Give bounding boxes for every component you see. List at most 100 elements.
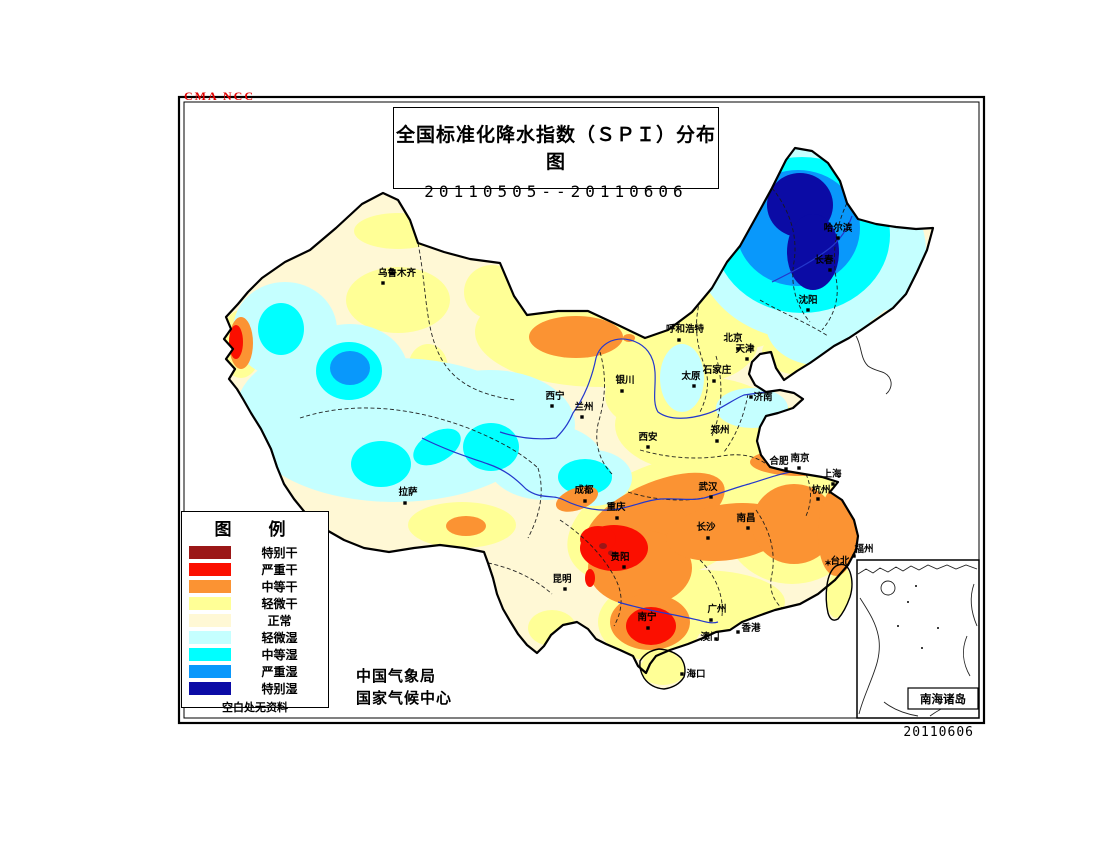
- legend-swatch-extreme_wet: [189, 682, 231, 695]
- legend-item: 中等湿: [182, 646, 328, 663]
- city-dot: [563, 587, 567, 591]
- inset-island-dots: [897, 585, 939, 649]
- legend-item: 特别干: [182, 544, 328, 561]
- city-label-福州: 福州: [853, 543, 873, 555]
- agency-code: CMA NCC: [184, 89, 255, 103]
- extreme-wet-areas: [767, 173, 839, 290]
- city-label-海口: 海口: [686, 668, 705, 680]
- legend-swatch-mild_dry: [189, 597, 231, 610]
- legend-label: 中等干: [261, 580, 298, 594]
- city-dot: [715, 439, 719, 443]
- issue-date: 20110606: [903, 725, 974, 740]
- city-dot: [745, 357, 749, 361]
- city-dot: [852, 554, 856, 558]
- org-line1: 中国气象局: [356, 668, 437, 685]
- legend-item: 正常: [182, 612, 328, 629]
- city-label-南昌: 南昌: [736, 512, 755, 524]
- city-label-广州: 广州: [707, 603, 726, 615]
- city-dot: [706, 536, 710, 540]
- legend: 图 例 特别干 严重干 中等干 轻微干 正常 轻微湿 中等湿 严重湿 特别湿 空白处无资料: [181, 511, 329, 714]
- city-label-澳门: 澳门: [700, 631, 719, 643]
- city-label-上海: 上海: [822, 468, 842, 480]
- city-label-兰州: 兰州: [574, 401, 593, 413]
- city-dot: [836, 236, 840, 240]
- city-label-武汉: 武汉: [698, 481, 718, 493]
- city-dot: [381, 281, 385, 285]
- city-label-乌鲁木齐: 乌鲁木齐: [378, 267, 417, 279]
- province-borders: [299, 187, 848, 627]
- city-dot: [736, 630, 740, 634]
- city-dot: [580, 415, 584, 419]
- city-label-银川: 银川: [615, 374, 634, 386]
- legend-item: 轻微湿: [182, 629, 328, 646]
- city-label-合肥: 合肥: [769, 455, 789, 467]
- legend-label: 正常: [267, 614, 292, 628]
- city-label-北京: 北京: [723, 332, 743, 344]
- legend-item: 轻微干: [182, 595, 328, 612]
- city-dot: [677, 338, 681, 342]
- city-dot: [784, 467, 788, 471]
- city-dot: [816, 497, 820, 501]
- city-dot: [646, 445, 650, 449]
- map-title: 全国标准化降水指数（ＳＰＩ）分布图: [395, 125, 716, 173]
- legend-swatch-moderate_wet: [189, 648, 231, 661]
- city-label-南宁: 南宁: [637, 611, 657, 623]
- city-dot: [646, 626, 650, 630]
- city-label-贵阳: 贵阳: [610, 551, 629, 563]
- city-label-天津: 天津: [735, 343, 755, 355]
- city-marker-star: ✶: [824, 558, 832, 568]
- city-label-呼和浩特: 呼和浩特: [666, 323, 705, 335]
- city-dot: [692, 384, 696, 388]
- city-dot: [615, 516, 619, 520]
- legend-label: 轻微干: [261, 597, 298, 611]
- legend-item: 严重湿: [182, 663, 328, 680]
- city-label-长春: 长春: [814, 254, 834, 266]
- city-dot: [403, 501, 407, 505]
- org-line2: 国家气候中心: [356, 690, 453, 707]
- yellow-river: [499, 338, 767, 440]
- city-label-重庆: 重庆: [606, 501, 626, 513]
- city-label-沈阳: 沈阳: [798, 294, 817, 306]
- city-label-长沙: 长沙: [696, 521, 716, 533]
- taiwan-island: [825, 563, 853, 621]
- city-label-石家庄: 石家庄: [702, 364, 732, 376]
- inner-frame: [183, 101, 980, 719]
- yangtze-river: [421, 437, 839, 511]
- legend-swatch-moderate_dry: [189, 580, 231, 593]
- city-label-昆明: 昆明: [552, 574, 572, 585]
- city-label-南京: 南京: [790, 452, 810, 464]
- legend-item: 中等干: [182, 578, 328, 595]
- legend-swatch-mild_wet: [189, 631, 231, 644]
- city-label-郑州: 郑州: [710, 424, 729, 436]
- city-label-西安: 西安: [638, 431, 658, 443]
- city-label-拉萨: 拉萨: [398, 486, 418, 498]
- severe-dry-areas: [229, 325, 676, 645]
- legend-label: 严重湿: [261, 665, 298, 679]
- pearl-river: [617, 601, 719, 624]
- city-dot: [620, 389, 624, 393]
- city-dot: [831, 482, 835, 486]
- outer-frame: [177, 95, 986, 725]
- extreme-dry-areas: [599, 543, 614, 556]
- legend-label: 轻微湿: [261, 631, 298, 645]
- legend-swatch-normal: [189, 614, 231, 627]
- inset-label: 南海诸岛: [920, 692, 966, 706]
- city-label-台北: 台北: [830, 555, 850, 567]
- city-label-香港: 香港: [740, 622, 761, 634]
- legend-item: 严重干: [182, 561, 328, 578]
- city-dot: [680, 672, 684, 676]
- organization-block: 中国气象局 国家气候中心: [356, 666, 452, 710]
- city-dot: [749, 395, 753, 399]
- title-box: 全国标准化降水指数（ＳＰＩ）分布图 20110505--20110606: [393, 107, 719, 201]
- city-label-杭州: 杭州: [811, 484, 830, 496]
- city-label-哈尔滨: 哈尔滨: [824, 222, 853, 234]
- china-outline: [222, 146, 935, 675]
- map-date-range: 20110505--20110606: [424, 182, 688, 201]
- city-label-成都: 成都: [574, 484, 594, 496]
- city-dot: [828, 268, 832, 272]
- city-label-济南: 济南: [753, 391, 773, 403]
- legend-item: 特别湿: [182, 680, 328, 697]
